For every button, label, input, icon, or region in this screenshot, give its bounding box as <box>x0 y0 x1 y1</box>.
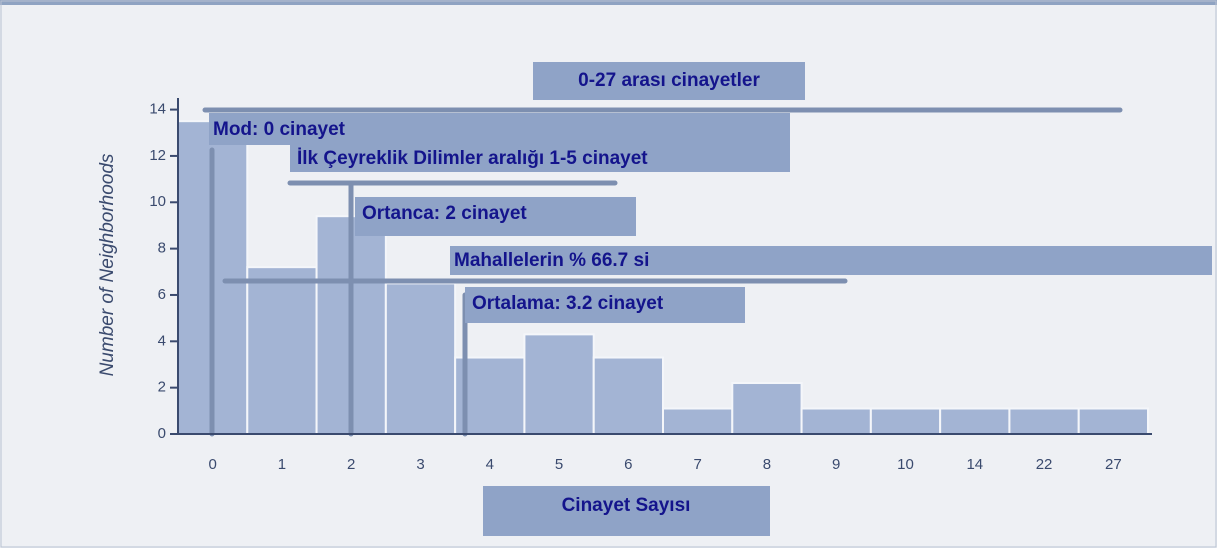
x-tick-label: 6 <box>624 456 632 473</box>
bar <box>731 382 803 435</box>
x-tick-label: 1 <box>278 456 286 473</box>
y-axis-label: Number of Neighborhoods <box>97 153 118 376</box>
x-axis-label: Cinayet Sayısı <box>562 495 691 516</box>
bar <box>800 407 872 435</box>
annotation-box <box>209 113 790 145</box>
y-tick-label: 12 <box>149 147 166 164</box>
x-tick-label: 2 <box>347 456 355 473</box>
bar <box>939 407 1011 435</box>
annotation: Ortanca: 2 cinayet <box>362 203 527 224</box>
y-tick-label: 4 <box>158 332 166 349</box>
bar <box>1077 407 1149 435</box>
annotation-box <box>533 62 805 100</box>
x-tick-label: 22 <box>1036 456 1053 473</box>
x-tick-label: 0 <box>208 456 216 473</box>
top-stripe <box>0 0 1217 5</box>
annotation-box <box>450 246 1212 275</box>
bar <box>384 282 457 435</box>
annotation: Mod: 0 cinayet <box>213 119 346 140</box>
annotation: İlk Çeyreklik Dilimler aralığı 1-5 cinay… <box>297 148 648 169</box>
bar <box>246 266 318 436</box>
x-tick-label: 14 <box>966 456 983 473</box>
y-tick-label: 14 <box>149 101 166 118</box>
annotation: Ortalama: 3.2 cinayet <box>472 293 664 314</box>
x-tick-label: 9 <box>832 456 840 473</box>
annotation-lines <box>202 107 1123 437</box>
y-tick-label: 0 <box>158 425 166 442</box>
bar <box>592 356 665 435</box>
annotation-box <box>290 145 790 172</box>
x-label-box <box>483 486 770 536</box>
bar <box>1008 407 1080 435</box>
x-tick-label: 5 <box>555 456 563 473</box>
y-tick-label: 2 <box>158 379 166 396</box>
x-tick-label: 7 <box>693 456 701 473</box>
y-tick-label: 10 <box>149 193 166 210</box>
bar <box>662 407 734 435</box>
bar <box>869 407 942 435</box>
annotation-box <box>465 287 745 323</box>
y-tick-label: 6 <box>158 286 166 303</box>
x-tick-label: 27 <box>1105 456 1122 473</box>
y-tick-label: 8 <box>158 240 166 257</box>
annotation: 0-27 arası cinayetler <box>578 70 760 91</box>
x-tick-label: 8 <box>763 456 771 473</box>
bar <box>523 333 595 435</box>
x-tick-label: 3 <box>416 456 424 473</box>
x-tick-label: 4 <box>486 456 494 473</box>
x-tick-label: 10 <box>897 456 914 473</box>
annotation: Mahallelerin % 66.7 si <box>454 250 649 271</box>
annotation-box <box>355 197 636 236</box>
